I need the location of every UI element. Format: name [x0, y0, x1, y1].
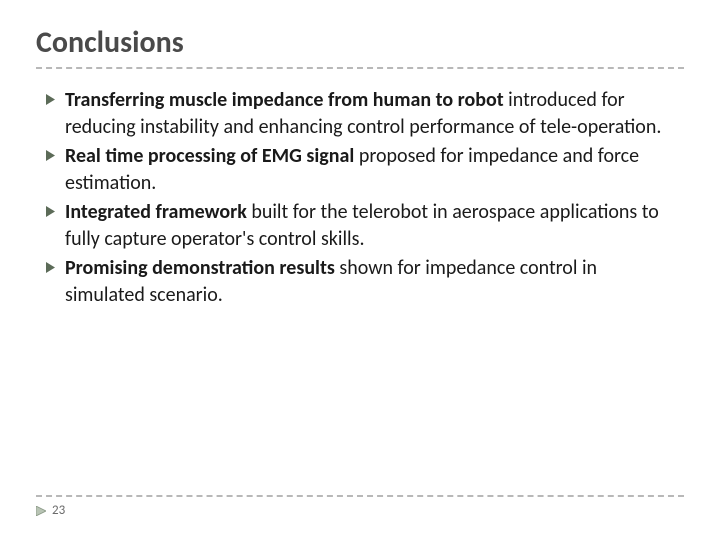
- slide-title: Conclusions: [36, 24, 684, 61]
- divider-top: [36, 67, 684, 69]
- triangle-bullet-icon: [46, 262, 55, 273]
- page-number: 23: [52, 503, 65, 518]
- bullet-bold: Real time processing of EMG signal: [65, 144, 354, 168]
- divider-bottom: [36, 495, 684, 497]
- bullet-bold: Transferring muscle impedance from human…: [65, 88, 504, 112]
- bullet-list: Transferring muscle impedance from human…: [36, 87, 684, 309]
- list-item: Promising demonstration results shown fo…: [46, 255, 674, 309]
- triangle-bullet-icon: [46, 206, 55, 217]
- bullet-text: Integrated framework built for the teler…: [65, 199, 674, 253]
- bullet-bold: Promising demonstration results: [65, 256, 335, 280]
- triangle-bullet-icon: [46, 94, 55, 105]
- bullet-text: Promising demonstration results shown fo…: [65, 255, 674, 309]
- bullet-bold: Integrated framework: [65, 200, 247, 224]
- triangle-bullet-icon: [46, 150, 55, 161]
- list-item: Integrated framework built for the teler…: [46, 199, 674, 253]
- slide-footer: 23: [36, 495, 684, 518]
- list-item: Transferring muscle impedance from human…: [46, 87, 674, 141]
- bullet-text: Transferring muscle impedance from human…: [65, 87, 674, 141]
- triangle-page-icon: [36, 506, 46, 516]
- page-indicator: 23: [36, 503, 684, 518]
- bullet-text: Real time processing of EMG signal propo…: [65, 143, 674, 197]
- list-item: Real time processing of EMG signal propo…: [46, 143, 674, 197]
- slide-container: Conclusions Transferring muscle impedanc…: [0, 0, 720, 540]
